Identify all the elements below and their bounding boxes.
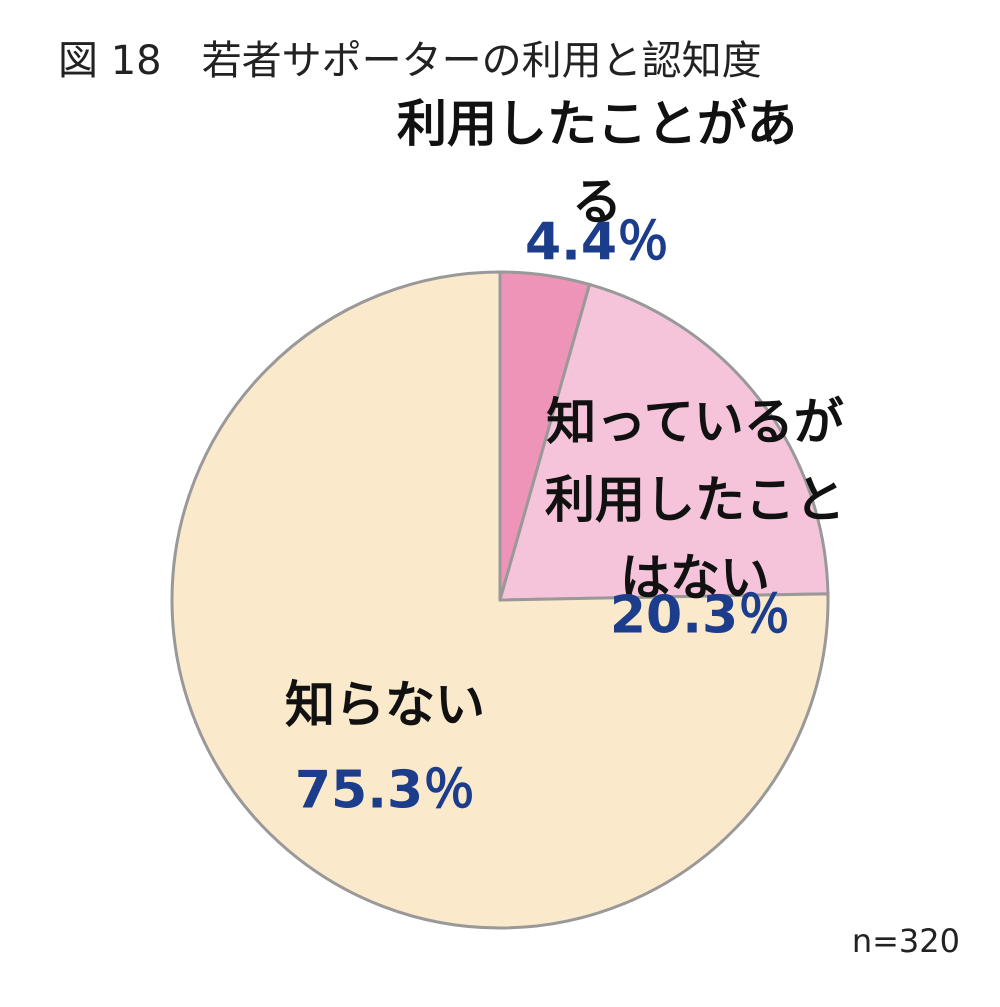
pie-slice	[170, 270, 830, 930]
value-label: 75.3％	[294, 760, 476, 821]
pie-slice	[498, 282, 830, 602]
value-label: 4.4％	[524, 212, 670, 273]
slice-label: 知っているが 利用したことはない	[545, 393, 845, 607]
slice-label: 知らない	[285, 676, 485, 734]
value-label: 20.3％	[609, 585, 791, 646]
slice-label: 利用したことがある	[397, 95, 797, 231]
note: n=320	[851, 922, 960, 960]
chart-title: 図 18 若者サポーターの利用と認知度	[58, 38, 762, 84]
